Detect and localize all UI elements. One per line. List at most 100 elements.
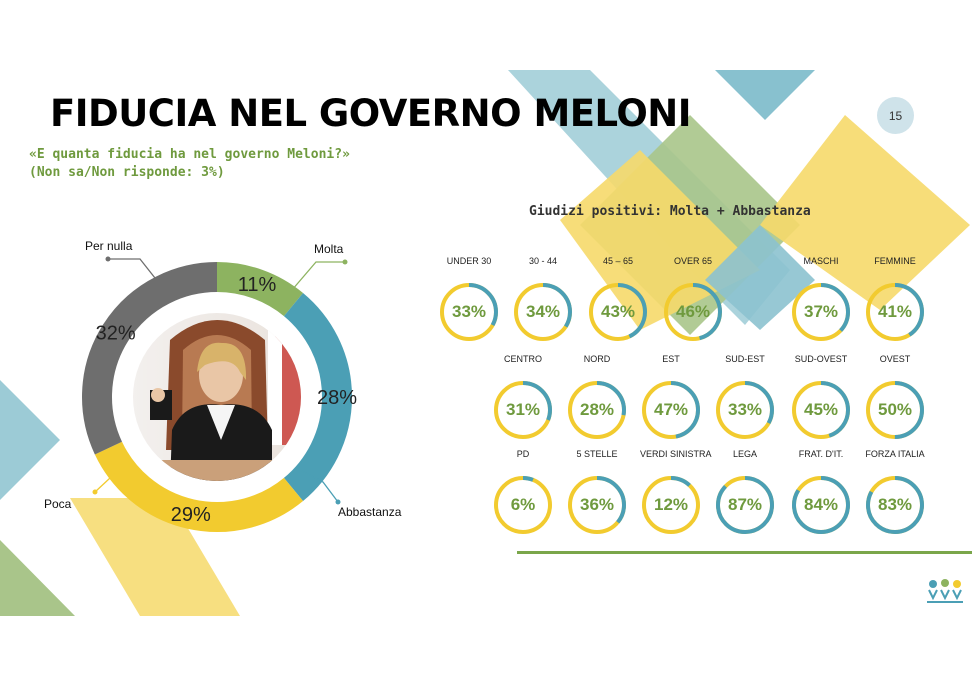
- callout-line-poca: [94, 469, 121, 493]
- gauge-label: SUD-EST: [725, 354, 765, 364]
- deco-teal-diamond: [705, 225, 815, 330]
- gauge-ring: 12%: [640, 474, 702, 536]
- gauge-fill: [440, 283, 498, 341]
- gauge-ring: 34%: [512, 281, 574, 343]
- gauge-fill: [866, 381, 924, 439]
- gauge-2-4: FRAT. D'IT. 84%: [790, 448, 852, 536]
- gauge-fill: [642, 476, 700, 534]
- gauge-fill: [792, 381, 850, 439]
- gauge-label: OVEST: [879, 354, 911, 364]
- gauge-0-2: 45 – 65 43%: [587, 255, 649, 343]
- donut-value-abbastanza: 28%: [317, 387, 357, 409]
- deco-teal-triangle: [715, 70, 815, 120]
- gauges-subtitle: Giudizi positivi: Molta + Abbastanza: [529, 204, 811, 219]
- donut-slice-abbastanza: [283, 292, 352, 502]
- gauge-fill: [792, 283, 850, 341]
- gauge-value: 87%: [727, 495, 763, 514]
- gauge-1-4: SUD-OVEST 45%: [790, 353, 852, 441]
- gauge-fill: [589, 283, 647, 341]
- donut-callouts: [92, 256, 348, 505]
- gauge-fill: [716, 381, 774, 439]
- gauge-2-2: VERDI SINISTRA 12%: [640, 448, 712, 536]
- gauge-label: EST: [662, 354, 680, 364]
- gauge-2-0: PD 6%: [492, 448, 554, 536]
- gauge-label: NORD: [583, 354, 611, 364]
- callout-dot-molta: [342, 259, 348, 265]
- legend-label-poca: Poca: [44, 497, 72, 511]
- gauge-value: 50%: [877, 400, 913, 419]
- deco-left-teal: [0, 380, 60, 500]
- donut-slice-molta: [216, 262, 304, 317]
- gauge-2-5: FORZA ITALIA 83%: [864, 448, 926, 536]
- donut-slice-per-nulla: [82, 262, 218, 455]
- gauge-value: 84%: [803, 495, 839, 514]
- legend-label-molta: Molta: [314, 242, 344, 256]
- gauge-value: 47%: [653, 400, 689, 419]
- gauge-value: 34%: [525, 302, 561, 321]
- gauge-2-3: LEGA 87%: [714, 448, 776, 536]
- page-title: FIDUCIA NEL GOVERNO MELONI: [50, 92, 692, 135]
- donut-value-molta: 11%: [238, 274, 277, 296]
- donut-value-poca: 29%: [171, 504, 211, 526]
- gauge-fill: [664, 283, 722, 341]
- question-line-2: (Non sa/Non risponde: 3%): [29, 165, 225, 180]
- callout-dot-per-nulla: [105, 256, 111, 262]
- gauge-ring: 33%: [438, 281, 500, 343]
- gauge-value: 37%: [803, 302, 839, 321]
- gauge-label: 5 STELLE: [576, 449, 618, 459]
- gauge-label: SUD-OVEST: [794, 354, 848, 364]
- gauge-ring: 28%: [566, 379, 628, 441]
- gauge-label: MASCHI: [803, 256, 839, 266]
- deco-left-green: [0, 540, 75, 616]
- gauge-value: 43%: [600, 302, 636, 321]
- gauge-1-3: SUD-EST 33%: [714, 353, 776, 441]
- callout-dot-poca: [92, 489, 98, 495]
- gauge-value: 36%: [579, 495, 615, 514]
- callout-line-molta: [291, 261, 345, 291]
- gauge-value: 46%: [675, 302, 711, 321]
- gauge-label: PD: [516, 449, 530, 459]
- gauge-2-1: 5 STELLE 36%: [566, 448, 628, 536]
- gauge-fill: [494, 476, 552, 534]
- gauge-ring: 33%: [714, 379, 776, 441]
- gauge-1-5: OVEST 50%: [864, 353, 926, 441]
- gauge-ring: 45%: [790, 379, 852, 441]
- gauge-ring: 46%: [662, 281, 724, 343]
- gauge-ring: 41%: [864, 281, 926, 343]
- donut-value-per-nulla: 32%: [96, 323, 136, 345]
- gauge-0-4: MASCHI 37%: [790, 255, 852, 343]
- deco-left-yellow: [70, 498, 240, 616]
- gauge-fill: [792, 476, 850, 534]
- gauge-value: 33%: [727, 400, 763, 419]
- gauge-label: OVER 65: [673, 256, 713, 266]
- gauge-ring: 43%: [587, 281, 649, 343]
- gauge-1-2: EST 47%: [640, 353, 702, 441]
- gauge-0-1: 30 - 44 34%: [512, 255, 574, 343]
- gauge-ring: 36%: [566, 474, 628, 536]
- gauge-label: UNDER 30: [446, 256, 492, 266]
- gauge-ring: 31%: [492, 379, 554, 441]
- gauge-label: LEGA: [732, 449, 757, 459]
- gauge-label: FRAT. D'IT.: [798, 449, 844, 459]
- gauge-value: 45%: [803, 400, 839, 419]
- gauge-value: 31%: [505, 400, 541, 419]
- gauge-ring: 83%: [864, 474, 926, 536]
- gauge-fill: [866, 476, 924, 534]
- portrait-photo: [133, 313, 301, 481]
- donut-slice-poca: [94, 441, 304, 532]
- gauge-0-5: FEMMINE 41%: [864, 255, 926, 343]
- callout-line-per-nulla: [108, 258, 156, 279]
- gauge-value: 83%: [877, 495, 913, 514]
- gauge-fill: [568, 381, 626, 439]
- callout-line-abbastanza: [299, 469, 339, 503]
- gauge-ring: 87%: [714, 474, 776, 536]
- gauge-label: VERDI SINISTRA: [640, 449, 712, 459]
- gauge-fill: [642, 381, 700, 439]
- legend-label-per-nulla: Per nulla: [85, 239, 133, 253]
- gauge-0-0: UNDER 30 33%: [438, 255, 500, 343]
- gauge-fill: [866, 283, 924, 341]
- divider-line: [517, 551, 972, 554]
- gauge-fill: [568, 476, 626, 534]
